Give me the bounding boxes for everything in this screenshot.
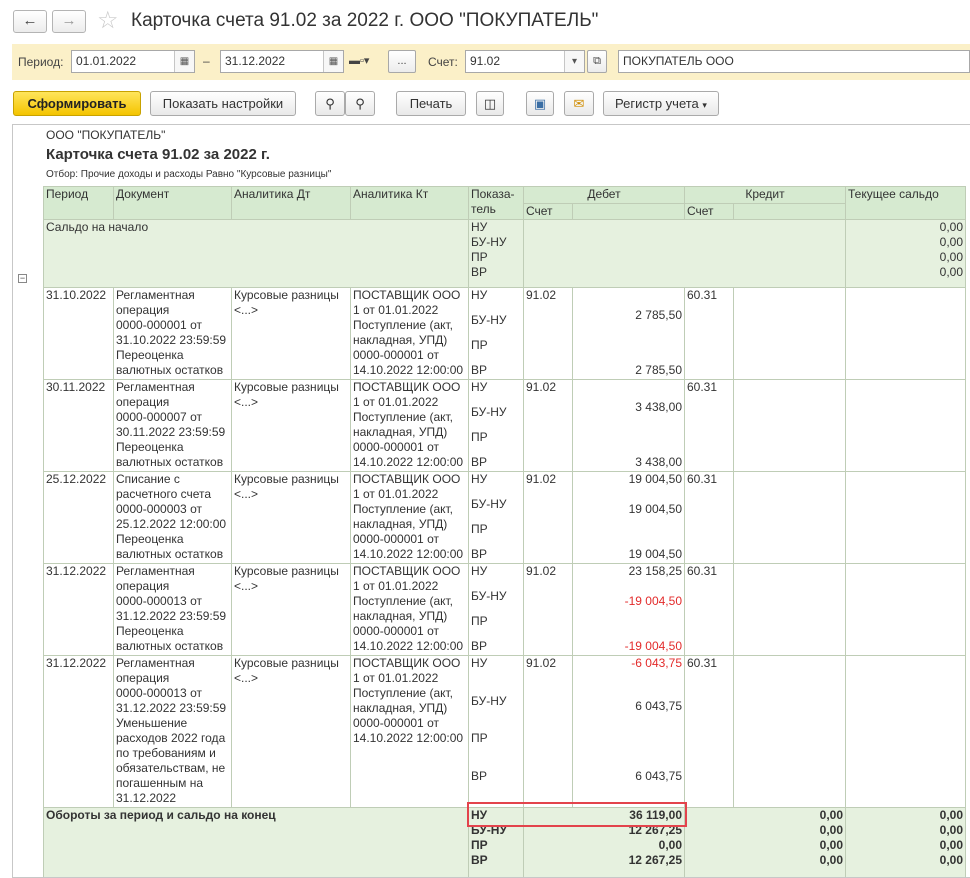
window-title: Карточка счета 91.02 за 2022 г. ООО "ПОК…: [131, 10, 599, 31]
favorite-star-icon[interactable]: ☆: [97, 7, 119, 34]
preview-icon: ◫: [483, 96, 497, 111]
date-separator: –: [203, 54, 210, 68]
report-title: Карточка счета 91.02 за 2022 г.: [46, 146, 270, 163]
date-from-field[interactable]: 01.01.2022 ▦: [71, 50, 195, 73]
header-indicator: Показа- тель: [468, 186, 524, 220]
highlight-frame: [467, 802, 687, 827]
forward-button[interactable]: →: [52, 10, 86, 33]
account-field[interactable]: 91.02 ▾: [465, 50, 585, 73]
period-label: Период:: [18, 55, 64, 69]
chevron-down-icon[interactable]: ▾: [564, 51, 584, 72]
send-email-button[interactable]: ✉: [564, 91, 594, 116]
preview-button[interactable]: ◫: [476, 91, 504, 116]
header-balance: Текущее сальдо: [845, 186, 966, 220]
filter-panel: Период: 01.01.2022 ▦ – 31.12.2022 ▦ ▬▫▾ …: [12, 44, 970, 80]
arrow-left-icon: ←: [22, 12, 38, 29]
header-period: Период: [43, 186, 114, 220]
show-settings-button[interactable]: Показать настройки: [150, 91, 296, 116]
period-type-dropdown-icon[interactable]: ▬▫▾: [349, 55, 370, 67]
opening-balance-row: Сальдо на начало НУ БУ-НУ ПР ВР 0,00 0,0…: [43, 219, 966, 288]
table-row[interactable]: 30.11.2022 Регламентная операция 0000-00…: [43, 379, 966, 472]
open-icon: ⧉: [593, 55, 601, 67]
title-bar: ← → ☆ Карточка счета 91.02 за 2022 г. ОО…: [0, 0, 970, 44]
collapse-group-icon[interactable]: −: [18, 273, 27, 283]
date-to-field[interactable]: 31.12.2022 ▦: [220, 50, 344, 73]
opening-balance-label: Сальдо на начало: [43, 219, 469, 288]
table-row[interactable]: 25.12.2022 Списание с расчетного счета 0…: [43, 471, 966, 564]
search-settings-button[interactable]: ⚲: [345, 91, 375, 116]
header-document: Документ: [113, 186, 232, 220]
calendar-icon[interactable]: ▦: [174, 51, 194, 72]
chevron-down-icon: ▾: [702, 100, 707, 110]
generate-button[interactable]: Сформировать: [13, 91, 141, 116]
table-row[interactable]: 31.10.2022 Регламентная операция 0000-00…: [43, 287, 966, 380]
select-period-button[interactable]: ...: [388, 50, 416, 73]
search-icon: ⚲: [325, 96, 335, 111]
print-button[interactable]: Печать: [396, 91, 466, 116]
report-organization: ООО "ПОКУПАТЕЛЬ": [46, 128, 166, 142]
account-register-button[interactable]: Регистр учета ▾: [603, 91, 719, 116]
report-filter: Отбор: Прочие доходы и расходы Равно "Ку…: [46, 169, 332, 180]
header-credit-account: Счет: [684, 203, 734, 220]
header-debit-account: Счет: [523, 203, 573, 220]
table-row[interactable]: 31.12.2022 Регламентная операция 0000-00…: [43, 563, 966, 656]
report-area: ООО "ПОКУПАТЕЛЬ" Карточка счета 91.02 за…: [12, 124, 970, 878]
account-label: Счет:: [428, 55, 458, 69]
organization-field[interactable]: ПОКУПАТЕЛЬ ООО: [618, 50, 970, 73]
header-credit: Кредит: [684, 186, 846, 204]
header-analytics-dt: Аналитика Дт: [231, 186, 351, 220]
header-analytics-kt: Аналитика Кт: [350, 186, 469, 220]
search-settings-icon: ⚲: [355, 96, 365, 111]
save-button[interactable]: ▣: [526, 91, 554, 116]
calendar-icon[interactable]: ▦: [323, 51, 343, 72]
save-icon: ▣: [533, 96, 547, 111]
open-account-button[interactable]: ⧉: [587, 50, 607, 73]
envelope-icon: ✉: [573, 96, 585, 111]
table-row[interactable]: 31.12.2022 Регламентная операция 0000-00…: [43, 655, 966, 808]
search-button[interactable]: ⚲: [315, 91, 345, 116]
back-button[interactable]: ←: [13, 10, 47, 33]
header-debit: Дебет: [523, 186, 685, 204]
report-table: Период Документ Аналитика Дт Аналитика К…: [43, 186, 966, 877]
totals-row: Обороты за период и сальдо на конец НУ БУ…: [43, 807, 966, 877]
totals-label: Обороты за период и сальдо на конец: [43, 807, 469, 877]
arrow-right-icon: →: [61, 12, 77, 29]
